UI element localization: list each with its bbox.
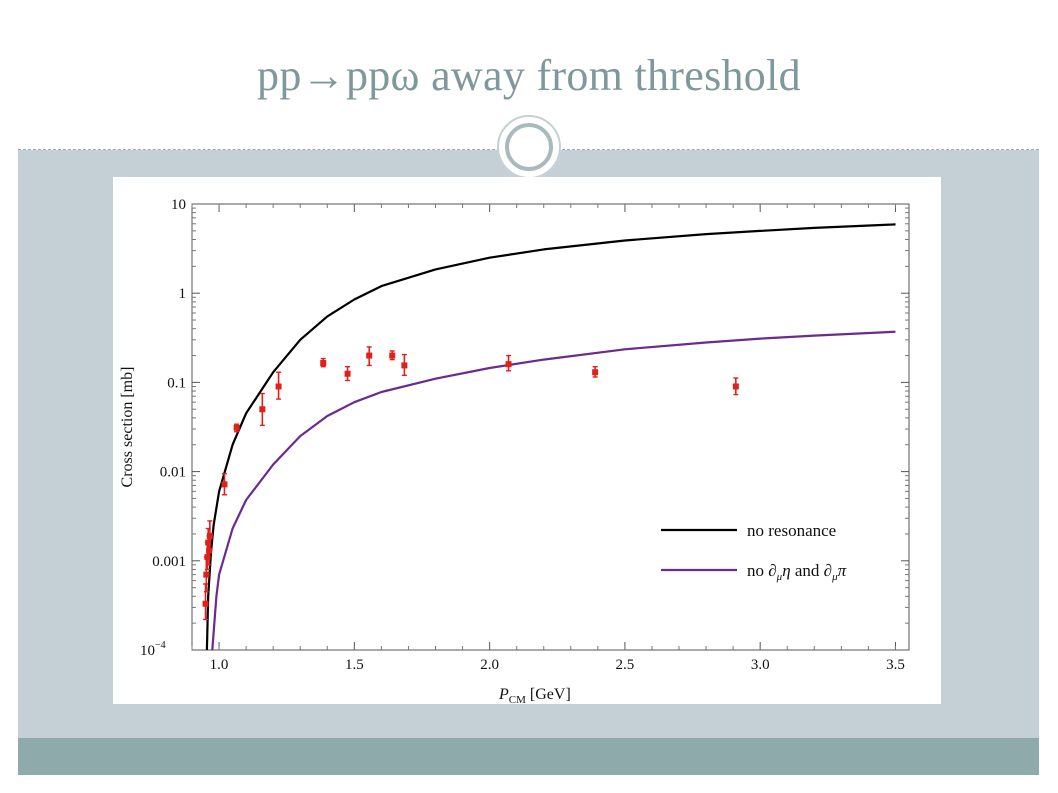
data-point (344, 370, 351, 377)
data-point (320, 360, 327, 367)
data-point (259, 406, 266, 413)
x-tick-label: 2.5 (616, 657, 635, 673)
y-tick-label: 10 (171, 197, 186, 213)
data-point (732, 383, 739, 390)
cross-section-chart: 1.0 1.5 2.0 2.5 3.0 3.5 10 1 0.1 0.01 0.001 10−4 Cr… (119, 197, 910, 706)
slide-footer-band (18, 738, 1039, 775)
chart-container: 1.0 1.5 2.0 2.5 3.0 3.5 10 1 0.1 0.01 0.001 10−4 Cr… (113, 177, 941, 706)
plot-frame (191, 203, 910, 651)
data-point (233, 424, 240, 431)
y-axis-label: Cross section [mb] (119, 367, 136, 488)
data-point (203, 571, 210, 578)
y-tick-label: 10−4 (140, 640, 166, 659)
data-point (221, 481, 228, 488)
data-point (205, 539, 212, 546)
data-point (275, 383, 282, 390)
legend-label-no-resonance: no resonance (747, 521, 836, 540)
legend: no resonance no ∂μη and ∂μπ (661, 521, 847, 583)
y-tick-label: 1 (179, 286, 187, 302)
y-tick-label: 0.01 (160, 465, 186, 481)
curve-no-resonance (205, 223, 896, 651)
slide-title: pp→ppω away from threshold (257, 51, 801, 100)
data-point (505, 361, 512, 368)
x-tick-label: 1.0 (210, 657, 229, 673)
curve-no-derivative-coupling (211, 330, 896, 651)
y-tick-label: 0.1 (167, 375, 186, 391)
x-tick-label: 2.0 (480, 657, 499, 673)
x-axis-label-sub: CM (509, 694, 526, 704)
x-tick-label: 1.5 (345, 657, 364, 673)
x-axis-label-unit: [GeV] (526, 686, 571, 703)
data-point (366, 352, 373, 359)
y-tick-label: 0.001 (152, 554, 186, 570)
data-point (202, 600, 209, 607)
data-point (389, 352, 396, 359)
x-axis-label: PCM [GeV] (498, 686, 571, 704)
legend-label-no-derivative: no ∂μη and ∂μπ (747, 561, 847, 583)
x-axis-label-main: P (498, 686, 509, 703)
x-tick-label: 3.5 (886, 657, 905, 673)
data-point (401, 362, 408, 369)
data-point (592, 369, 599, 376)
x-tick-label: 3.0 (751, 657, 770, 673)
ring-ornament-inner (505, 123, 553, 171)
data-point (206, 532, 213, 539)
